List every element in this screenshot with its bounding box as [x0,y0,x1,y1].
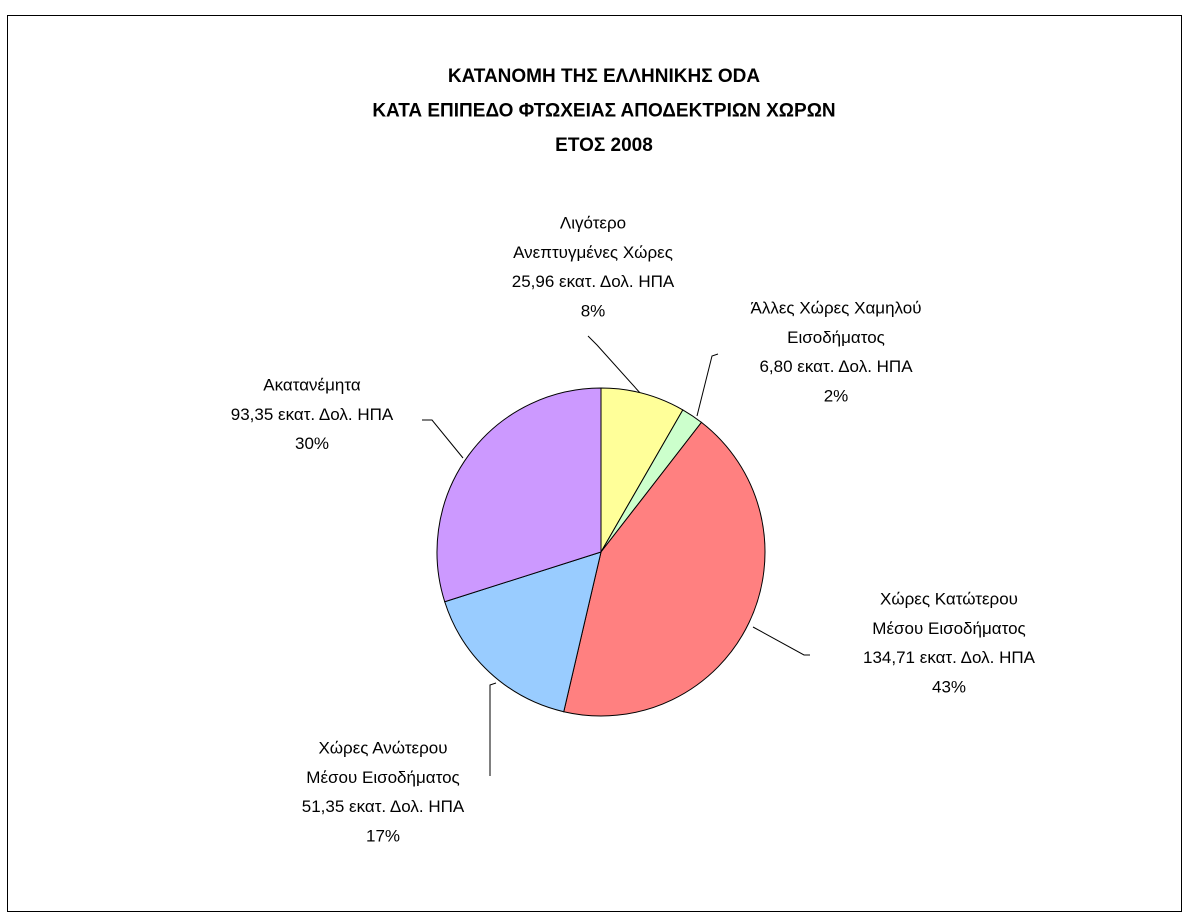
slice-label: Εισοδήματος [787,328,885,347]
pie-slice [436,387,602,603]
percent-label: 30% [295,434,329,453]
slice-label: Χώρες Ανώτερου [318,738,447,757]
leader-line [587,335,642,395]
pie-slice [563,421,766,717]
chart-title: ΚΑΤΑΝΟΜΗ ΤΗΣ ΕΛΛΗΝΙΚΗΣ ODA [448,66,760,87]
percent-label: 17% [366,826,400,845]
chart-title: ΕΤΟΣ 2008 [555,135,653,156]
leader-line [422,419,464,459]
slice-label: Ακατανέμητα [263,375,361,394]
value-label: 93,35 εκατ. Δολ. ΗΠΑ [231,405,394,424]
leader-line [696,353,719,417]
leader-lines [422,335,810,776]
slice-label: Ανεπτυγμένες Χώρες [513,243,673,262]
slice-label: Άλλες Χώρες Χαμηλού [750,298,921,317]
percent-label: 2% [824,386,849,405]
value-label: 25,96 εκατ. Δολ. ΗΠΑ [512,272,675,291]
slice-label: Χώρες Κατώτερου [880,589,1018,608]
leader-line [752,626,810,656]
value-label: 51,35 εκατ. Δολ. ΗΠΑ [302,797,465,816]
value-label: 6,80 εκατ. Δολ. ΗΠΑ [759,357,913,376]
pie-slice [444,551,602,713]
percent-label: 43% [932,677,966,696]
value-label: 134,71 εκατ. Δολ. ΗΠΑ [863,648,1036,667]
chart-title: ΚΑΤΑ ΕΠΙΠΕΔΟ ΦΤΩΧΕΙΑΣ ΑΠΟΔΕΚΤΡΙΩΝ ΧΩΡΩΝ [372,101,835,122]
leader-line [489,682,497,776]
pie-slice [600,387,684,554]
percent-label: 8% [581,301,606,320]
slice-label: Μέσου Εισοδήματος [872,619,1025,638]
slice-label: Λιγότερο [560,213,626,232]
slice-label: Μέσου Εισοδήματος [306,768,459,787]
